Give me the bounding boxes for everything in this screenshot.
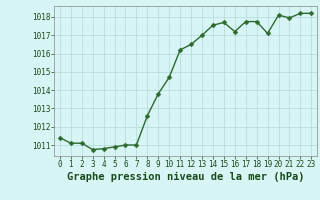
X-axis label: Graphe pression niveau de la mer (hPa): Graphe pression niveau de la mer (hPa) [67, 172, 304, 182]
